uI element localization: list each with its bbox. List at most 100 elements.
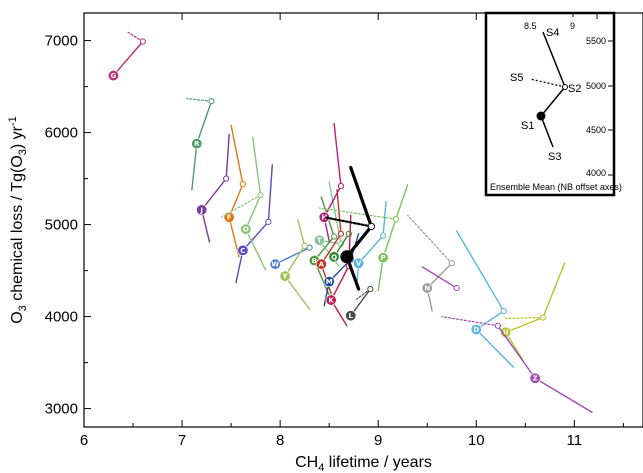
model-trace-n: N xyxy=(408,215,455,311)
model-trace-r: R xyxy=(187,99,214,190)
point-s2 xyxy=(338,231,343,236)
trace-segment xyxy=(498,326,535,378)
inset-xtick-label: 8.5 xyxy=(524,21,537,31)
point-s2 xyxy=(454,285,459,290)
point-s2 xyxy=(540,315,545,320)
trace-segment xyxy=(192,144,197,190)
point-s2 xyxy=(393,216,398,221)
inset-label-s1: S1 xyxy=(521,120,534,132)
point-s2 xyxy=(368,223,374,229)
inset-label-s4: S4 xyxy=(546,27,559,39)
point-s2 xyxy=(240,182,245,187)
inset-point-s2 xyxy=(563,85,568,90)
y-tick-label: 4000 xyxy=(45,309,78,326)
trace-segment xyxy=(506,318,543,319)
trace-segment xyxy=(408,215,452,263)
trace-segment xyxy=(202,179,227,210)
point-s1 xyxy=(340,250,353,263)
model-label: Z xyxy=(533,375,538,383)
model-label: G xyxy=(111,72,117,80)
trace-segment xyxy=(383,202,386,236)
point-s2 xyxy=(449,261,454,266)
trace-segment xyxy=(231,125,243,184)
point-s2 xyxy=(381,233,386,238)
trace-segment xyxy=(187,99,212,102)
inset-ytick-label: 5000 xyxy=(586,81,606,91)
point-s2 xyxy=(224,176,229,181)
trace-segment xyxy=(253,137,261,195)
model-label: O xyxy=(243,226,249,234)
x-tick-label: 10 xyxy=(468,432,485,449)
ensemble-inset: 8.5 9 5500 5000 4500 4000 S4 S5 S2 S1 S3… xyxy=(486,13,622,195)
trace-segment xyxy=(506,318,543,333)
inset-label-s2: S2 xyxy=(568,83,581,95)
inset-caption: Ensemble Mean (NB offset axes) xyxy=(490,182,622,192)
point-s2 xyxy=(302,243,307,248)
model-trace-l: L xyxy=(346,286,373,320)
inset-ytick-label: 4000 xyxy=(586,168,606,178)
model-label: V xyxy=(356,260,362,268)
inset-label-s5: S5 xyxy=(510,72,523,84)
point-s2 xyxy=(209,99,214,104)
trace-segment xyxy=(275,248,309,265)
inset-ytick-label: 4500 xyxy=(586,125,606,135)
trace-segment xyxy=(226,134,229,178)
y-tick-label: 5000 xyxy=(45,217,78,234)
inset-xtick-label: 9 xyxy=(570,21,575,31)
model-trace-j: J xyxy=(196,134,229,242)
trace-segment xyxy=(298,220,305,246)
trace-segment xyxy=(113,42,142,76)
point-s2 xyxy=(338,183,343,188)
point-s2 xyxy=(331,234,336,239)
model-trace-y: Y xyxy=(280,220,310,309)
x-tick-label: 9 xyxy=(374,432,382,449)
model-label: A xyxy=(319,261,325,269)
point-s2 xyxy=(258,193,263,198)
model-label: F xyxy=(227,214,232,222)
model-label: T xyxy=(317,237,322,245)
model-trace-d: D xyxy=(457,231,514,367)
trace-segment xyxy=(383,219,396,258)
model-label: W xyxy=(271,261,279,269)
model-trace-u: U xyxy=(501,263,565,361)
trace-segment xyxy=(197,101,212,143)
inset-ytick-label: 5500 xyxy=(586,36,606,46)
x-tick-label: 8 xyxy=(276,432,284,449)
model-trace-g: G xyxy=(108,32,145,80)
model-label: P xyxy=(381,254,386,262)
x-tick-label: 11 xyxy=(567,432,583,449)
model-trace-z: Z xyxy=(442,317,592,413)
model-label: Y xyxy=(282,273,289,281)
trace-segment xyxy=(221,195,260,217)
model-label: R xyxy=(194,140,200,148)
trace-segment xyxy=(535,378,592,412)
trace-segment xyxy=(324,217,371,226)
model-label: U xyxy=(503,329,509,337)
inset-point-s1 xyxy=(537,112,546,121)
model-trace-f: F xyxy=(224,125,246,257)
model-label: N xyxy=(424,285,430,293)
trace-segment xyxy=(334,123,341,186)
y-axis-label: O3 chemical loss / Tg(O3) yr-1 xyxy=(7,116,29,324)
trace-segment xyxy=(543,263,565,317)
point-s2 xyxy=(501,308,506,313)
trace-segment xyxy=(396,185,408,219)
model-label: K xyxy=(328,297,334,305)
model-label: L xyxy=(349,312,354,320)
model-label: C xyxy=(240,247,245,255)
inset-label-s3: S3 xyxy=(548,151,561,163)
point-s2 xyxy=(140,39,145,44)
trace-segment xyxy=(246,195,261,229)
point-s2 xyxy=(495,323,500,328)
model-label: Q xyxy=(331,253,337,261)
x-axis-label: CH4 lifetime / years xyxy=(295,454,432,473)
point-s2 xyxy=(266,219,271,224)
trace-segment xyxy=(285,276,310,309)
y-tick-label: 3000 xyxy=(45,401,78,418)
model-label: D xyxy=(473,326,479,334)
trace-segment xyxy=(351,168,372,227)
y-tick-label: 6000 xyxy=(45,125,78,142)
x-tick-label: 6 xyxy=(80,432,88,449)
trace-segment xyxy=(457,231,504,311)
